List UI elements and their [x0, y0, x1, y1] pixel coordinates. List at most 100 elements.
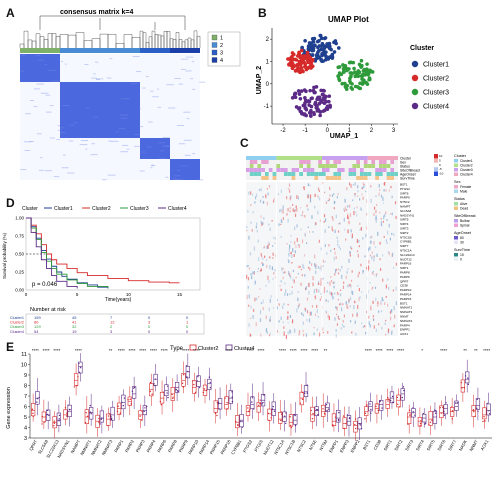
track-cell: [287, 172, 292, 176]
heatmap-cell: [289, 275, 292, 279]
dendrogram-branch: [47, 33, 53, 48]
box-point: [145, 405, 148, 408]
track-cell: [386, 176, 391, 180]
track-cell: [325, 160, 330, 164]
track-cell: [287, 176, 292, 180]
umap-svg: UMAP Plot UMAP_2 UMAP_1 Cluster -2 -1 0 1 2 3…: [256, 15, 449, 140]
heatmap-cell: [307, 266, 310, 269]
track-cell: [253, 176, 258, 180]
matrix-noise: [191, 61, 195, 63]
heatmap-cell: [258, 295, 260, 298]
box-significance: ****: [75, 348, 82, 353]
umap-point: [302, 103, 307, 107]
heatmap-cell: [380, 223, 383, 227]
track-cell: [367, 160, 372, 164]
track-cell: [352, 164, 357, 168]
legend-item: 80: [460, 236, 464, 240]
heatmap-cell: [395, 286, 397, 291]
heatmap-cell: [337, 244, 339, 246]
umap-point: [319, 36, 324, 41]
umap-point: [347, 60, 352, 65]
box-x-label: SIRT3: [404, 438, 415, 451]
heatmap-cell: [392, 289, 395, 292]
matrix-noise: [115, 131, 120, 133]
heatmap-cell: [307, 208, 309, 211]
heatmap-cell: [260, 254, 263, 258]
box-point: [443, 414, 446, 417]
box-x-label: ENPP3: [339, 438, 351, 453]
dendrogram-branch: [19, 43, 25, 48]
matrix-noise: [152, 96, 159, 98]
umap-point: [327, 99, 331, 104]
heatmap-cell: [248, 191, 250, 195]
heatmap-cell: [286, 196, 288, 200]
umap-legend-label: Cluster4: [423, 104, 449, 111]
heatmap-cell: [390, 309, 393, 313]
heatmap-cell: [357, 285, 359, 287]
heatmap-cell: [314, 263, 316, 267]
box-point: [364, 418, 366, 420]
heatmap-cell: [365, 190, 367, 193]
track-cell: [390, 176, 395, 180]
heatmap-cell: [320, 278, 322, 283]
umap-point: [352, 66, 356, 71]
umap-point: [299, 54, 303, 58]
box-point: [472, 409, 475, 411]
box-body: [299, 391, 304, 406]
box-point: [370, 408, 372, 411]
matrix-noise: [23, 141, 32, 143]
heatmap-cell: [260, 302, 262, 305]
track-cell: [348, 172, 353, 176]
heatmap-cell: [276, 306, 278, 310]
heatmap-cell: [382, 202, 385, 204]
track-cell: [291, 160, 296, 164]
heatmap-cell: [304, 233, 306, 236]
umap-point: [309, 96, 314, 101]
heatmap-cell: [379, 241, 381, 245]
heatmap-cell: [303, 333, 305, 337]
heatmap-cell: [297, 196, 299, 200]
heatmap-cell: [372, 318, 375, 322]
heatmap-cell: [249, 317, 251, 320]
heatmap-cell: [291, 286, 293, 288]
heatmap-cell: [271, 266, 274, 271]
umap-point: [324, 50, 328, 54]
heatmap-cell: [379, 211, 381, 214]
box-point: [192, 380, 194, 382]
heatmap-cell: [362, 185, 364, 189]
umap-point: [340, 81, 345, 86]
umap-point: [309, 62, 313, 66]
track-cell: [268, 164, 273, 168]
umap-x-tick-label: 0: [326, 128, 330, 134]
risk-row-label: Cluster4: [10, 330, 24, 334]
box-x-label: NT5C1B: [284, 439, 296, 456]
matrix-noise: [199, 81, 206, 83]
heatmap-cell: [306, 242, 308, 245]
track-cell: [257, 176, 262, 180]
heatmap-cell: [335, 334, 337, 338]
box-point: [248, 410, 250, 413]
heatmap-cell: [339, 222, 341, 225]
box-body: [164, 384, 169, 396]
box-point: [464, 375, 467, 377]
box-point: [203, 388, 206, 390]
legend-swatch: [454, 223, 458, 227]
dendrogram-branch: [27, 39, 33, 48]
box-point: [241, 426, 243, 428]
matrix-block: [140, 138, 170, 159]
box-point: [419, 424, 421, 427]
heatmap-cell: [378, 192, 380, 196]
box-point: [401, 396, 403, 399]
box-point: [107, 415, 110, 417]
umap-point: [300, 45, 304, 50]
heatmap-cell: [246, 274, 248, 279]
heatmap-cell: [282, 305, 284, 309]
track-cell: [284, 164, 288, 168]
box-x-label: AOX1: [480, 438, 490, 451]
heatmap-cell: [304, 274, 306, 277]
umap-x-tick-label: -2: [280, 128, 286, 134]
track-cell: [394, 160, 398, 164]
box-y-tick-label: 3: [24, 436, 27, 442]
heatmap-cell: [280, 189, 282, 193]
